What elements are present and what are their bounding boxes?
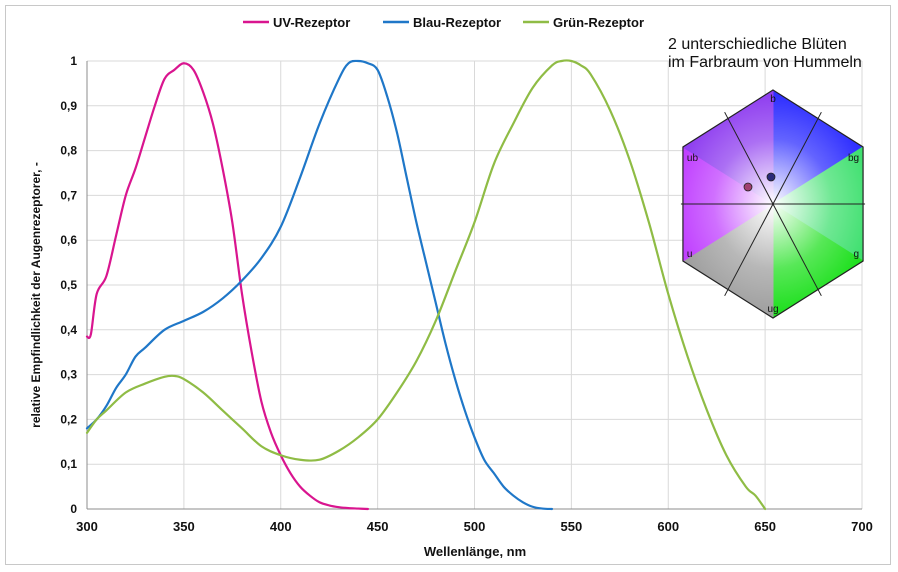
y-axis-label: relative Empfindlichkeit der Augenrezept… [29, 162, 43, 428]
x-axis-label: Wellenlänge, nm [424, 544, 526, 559]
hex-axis-diagonal [724, 111, 822, 297]
y-tick-label: 0 [70, 502, 77, 516]
x-tick-label: 400 [270, 519, 292, 534]
x-tick-label: 450 [367, 519, 389, 534]
hex-label-u: u [687, 249, 693, 260]
color-space-inset: 2 unterschiedliche Blüten im Farbraum vo… [660, 36, 890, 336]
legend-label: Grün-Rezeptor [553, 15, 644, 30]
y-tick-label: 0,4 [60, 323, 77, 337]
series-line-1 [85, 62, 370, 511]
hex-point-flower-2 [743, 182, 753, 192]
legend: UV-Rezeptor Blau-Rezeptor Grün-Rezeptor [243, 15, 644, 30]
x-tick-label: 700 [851, 519, 873, 534]
series-line-3 [85, 59, 767, 511]
y-tick-label: 0,2 [60, 412, 77, 426]
chart-frame [5, 5, 891, 565]
hex-outline [682, 89, 864, 319]
hex-label-bg: bg [848, 153, 859, 164]
hex-label-b: b [770, 94, 776, 105]
x-tick-label: 600 [657, 519, 679, 534]
y-tick-label: 1 [70, 54, 77, 68]
y-tick-label: 0,3 [60, 368, 77, 382]
inset-title-line-1: 2 unterschiedliche Blüten [668, 36, 847, 53]
x-tick-label: 300 [76, 519, 98, 534]
x-tick-label: 350 [173, 519, 195, 534]
x-tick-label: 650 [754, 519, 776, 534]
y-tick-label: 0,1 [60, 457, 77, 471]
series-lines [85, 59, 767, 511]
axes: 0 0,1 0,2 0,3 0,4 0,5 0,6 0,7 0,8 0,9 1 300 350 400 45… [60, 54, 873, 534]
inset-title-line-2: im Farbraum von Hummeln [668, 54, 862, 71]
y-tick-label: 0,9 [60, 99, 77, 113]
hex-label-ug: ug [767, 304, 778, 315]
y-tick-label: 0,6 [60, 233, 77, 247]
x-tick-label: 550 [561, 519, 583, 534]
y-tick-label: 0,7 [60, 188, 77, 202]
hex-label-g: g [854, 249, 860, 260]
legend-label: UV-Rezeptor [273, 15, 350, 30]
hex-label-ub: ub [687, 153, 699, 164]
series-line-2 [85, 59, 554, 511]
hexagon-color-space: b bg g ug u ub [680, 89, 866, 319]
x-tick-label: 500 [464, 519, 486, 534]
legend-label: Blau-Rezeptor [413, 15, 501, 30]
hex-point-flower-1 [766, 172, 776, 182]
y-tick-label: 0,5 [60, 278, 77, 292]
y-tick-label: 0,8 [60, 144, 77, 158]
